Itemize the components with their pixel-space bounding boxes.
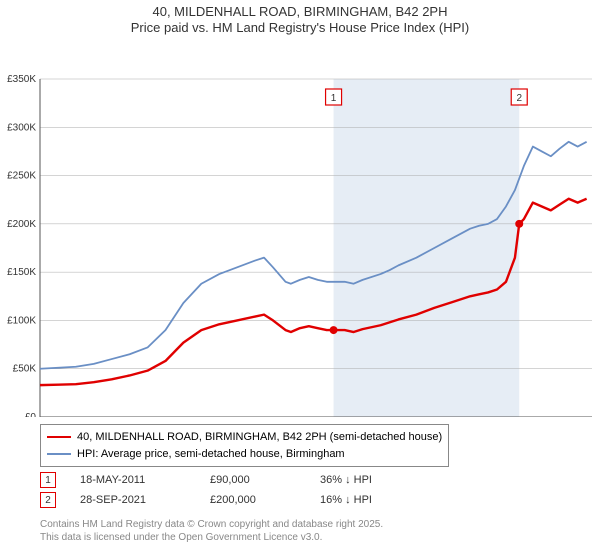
price-events-table: 1 18-MAY-2011£90,00036% ↓ HPI 2 28-SEP-2021… xyxy=(40,470,372,510)
event-marker: 2 xyxy=(40,492,56,508)
legend-row: 40, MILDENHALL ROAD, BIRMINGHAM, B42 2PH… xyxy=(47,429,442,446)
attribution-line1: Contains HM Land Registry data © Crown c… xyxy=(40,518,383,531)
legend-label: 40, MILDENHALL ROAD, BIRMINGHAM, B42 2PH… xyxy=(77,429,442,446)
attribution-line2: This data is licensed under the Open Gov… xyxy=(40,531,383,544)
attribution: Contains HM Land Registry data © Crown c… xyxy=(40,518,383,544)
svg-text:£250K: £250K xyxy=(7,170,36,181)
svg-text:1: 1 xyxy=(331,93,337,104)
title-line1: 40, MILDENHALL ROAD, BIRMINGHAM, B42 2PH xyxy=(0,4,600,20)
event-marker: 1 xyxy=(40,472,56,488)
event-price: £200,000 xyxy=(210,494,320,506)
event-delta: 16% ↓ HPI xyxy=(320,494,372,506)
svg-text:£300K: £300K xyxy=(7,122,36,133)
line-chart: £0£50K£100K£150K£200K£250K£300K£350K1995… xyxy=(0,37,600,417)
price-event-row: 1 18-MAY-2011£90,00036% ↓ HPI xyxy=(40,470,372,490)
chart-title: 40, MILDENHALL ROAD, BIRMINGHAM, B42 2PH… xyxy=(0,0,600,37)
svg-text:£0: £0 xyxy=(25,412,37,417)
svg-text:£150K: £150K xyxy=(7,267,36,278)
legend: 40, MILDENHALL ROAD, BIRMINGHAM, B42 2PH… xyxy=(40,424,449,467)
svg-text:£100K: £100K xyxy=(7,315,36,326)
event-date: 18-MAY-2011 xyxy=(80,474,210,486)
svg-text:2: 2 xyxy=(516,93,522,104)
svg-text:£200K: £200K xyxy=(7,218,36,229)
event-date: 28-SEP-2021 xyxy=(80,494,210,506)
legend-label: HPI: Average price, semi-detached house,… xyxy=(77,446,345,463)
chart-container: 40, MILDENHALL ROAD, BIRMINGHAM, B42 2PH… xyxy=(0,0,600,560)
title-line2: Price paid vs. HM Land Registry's House … xyxy=(0,20,600,36)
event-delta: 36% ↓ HPI xyxy=(320,474,372,486)
svg-text:£50K: £50K xyxy=(13,363,37,374)
legend-swatch xyxy=(47,436,71,438)
legend-swatch xyxy=(47,453,71,455)
svg-text:£350K: £350K xyxy=(7,74,36,85)
price-event-row: 2 28-SEP-2021£200,00016% ↓ HPI xyxy=(40,490,372,510)
event-price: £90,000 xyxy=(210,474,320,486)
legend-row: HPI: Average price, semi-detached house,… xyxy=(47,446,442,463)
